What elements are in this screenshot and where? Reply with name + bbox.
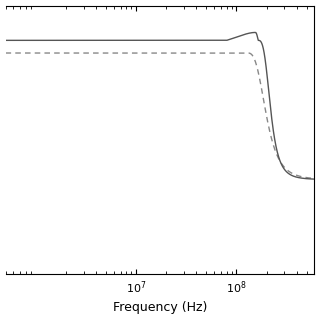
X-axis label: Frequency (Hz): Frequency (Hz) <box>113 301 207 315</box>
